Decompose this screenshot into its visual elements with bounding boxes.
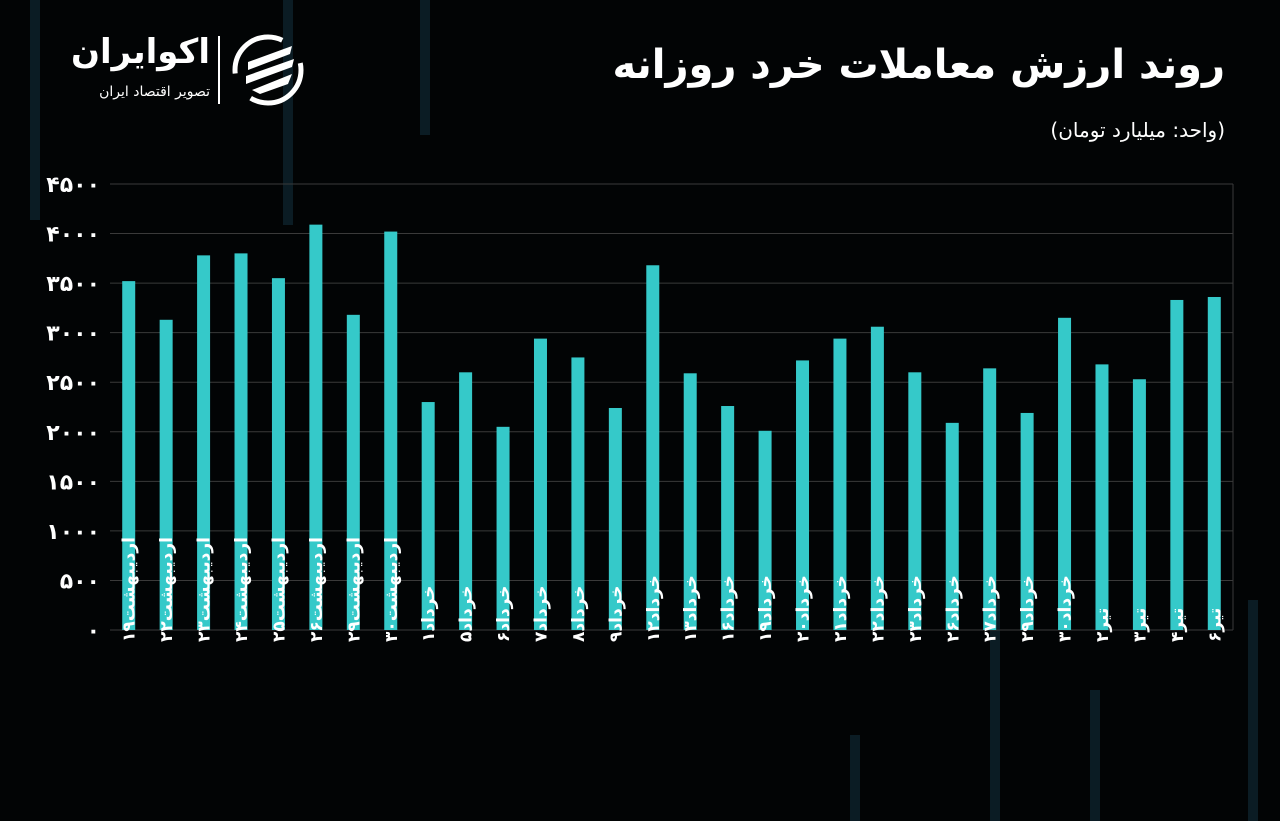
bar (197, 255, 211, 631)
bar (833, 338, 847, 630)
bar (234, 253, 248, 630)
bar (346, 314, 360, 630)
y-tick-label: ۴۵۰۰ (46, 173, 100, 198)
x-tick-label: خرداد۲۶ (943, 575, 963, 642)
x-tick-label: خرداد۱۹ (756, 575, 776, 642)
x-tick-label: تیر۴ (1168, 608, 1188, 642)
x-tick-label: تیر۲ (1093, 608, 1113, 642)
x-tick-label: اردیبهشت۳۰ (382, 537, 402, 642)
bar (459, 372, 473, 630)
bar (1020, 412, 1034, 630)
bar (683, 373, 697, 630)
x-tick-label: خرداد۲۱ (831, 575, 851, 642)
bar (1058, 317, 1072, 630)
x-tick-label: خرداد۱۶ (719, 575, 739, 642)
bar (758, 430, 772, 630)
bar (721, 406, 735, 630)
background-decoration (990, 600, 1000, 821)
bar (421, 402, 435, 630)
x-tick-label: اردیبهشت۲۹ (344, 537, 364, 642)
y-tick-label: ۱۰۰۰ (46, 520, 100, 545)
background-decoration (283, 0, 293, 225)
x-tick-label: خرداد۹ (606, 586, 626, 643)
bar (533, 338, 547, 630)
logo-name: اکوایران (71, 32, 210, 72)
x-tick-label: خرداد۲۰ (794, 575, 814, 642)
background-decoration (1248, 600, 1258, 821)
bar (496, 426, 510, 630)
bar (646, 265, 660, 630)
bar (1095, 364, 1109, 630)
background-decoration (30, 0, 40, 220)
background-decoration (420, 0, 430, 135)
x-tick-label: خرداد۱ (419, 586, 439, 643)
bar (159, 319, 173, 630)
x-tick-label: خرداد۲۷ (981, 575, 1001, 642)
x-tick-label: خرداد۶ (494, 586, 514, 643)
bar (1170, 299, 1184, 630)
unit-label: (واحد: میلیارد تومان) (1050, 118, 1225, 142)
bar (983, 368, 997, 630)
x-tick-label: خرداد۵ (457, 586, 477, 643)
x-tick-label: اردیبهشت۱۹ (120, 537, 140, 642)
y-tick-label: ۲۵۰۰ (46, 371, 100, 396)
bar (608, 407, 622, 630)
x-tick-label: خرداد۱۲ (644, 575, 664, 642)
y-tick-label: ۳۵۰۰ (46, 272, 100, 297)
logo-tagline: تصویر اقتصاد ایران (99, 84, 210, 100)
x-tick-label: اردیبهشت۲۵ (269, 537, 289, 642)
x-tick-label: خرداد۷ (531, 586, 551, 643)
x-tick-label: خرداد۲۲ (868, 575, 888, 642)
y-tick-label: ۰ (87, 619, 100, 644)
bar (122, 281, 136, 630)
bar (908, 372, 922, 630)
x-tick-label: خرداد۸ (569, 586, 589, 643)
x-tick-label: اردیبهشت۲۶ (307, 537, 327, 642)
bar (870, 326, 884, 630)
logo: اکوایران تصویر اقتصاد ایران (50, 32, 310, 108)
bar (271, 278, 285, 630)
y-tick-label: ۴۰۰۰ (46, 223, 100, 248)
bar (1207, 296, 1221, 630)
bar (945, 422, 959, 630)
x-tick-label: اردیبهشت۲۳ (195, 537, 215, 642)
bar (571, 357, 585, 630)
y-tick-label: ۳۰۰۰ (46, 322, 100, 347)
x-tick-label: خرداد۱۳ (681, 575, 701, 642)
x-tick-label: تیر۳ (1130, 608, 1150, 642)
x-tick-label: اردیبهشت۲۲ (157, 537, 177, 642)
logo-divider (218, 36, 220, 104)
x-tick-label: خرداد۲۹ (1018, 575, 1038, 642)
y-tick-label: ۲۰۰۰ (46, 421, 100, 446)
bar (384, 231, 398, 630)
ecoiran-logo-icon (232, 34, 304, 106)
x-tick-label: خرداد۳۰ (1056, 575, 1076, 642)
background-decoration (1090, 690, 1100, 821)
bar (309, 224, 323, 630)
page-title: روند ارزش معاملات خرد روزانه (612, 42, 1225, 88)
x-tick-label: اردیبهشت۲۴ (232, 537, 252, 642)
x-tick-label: خرداد۲۳ (906, 575, 926, 642)
background-decoration (850, 735, 860, 821)
x-tick-label: تیر۶ (1205, 608, 1225, 642)
y-tick-label: ۱۵۰۰ (46, 470, 100, 495)
bar (796, 360, 810, 630)
y-tick-label: ۵۰۰ (60, 569, 100, 594)
bar (1132, 379, 1146, 630)
